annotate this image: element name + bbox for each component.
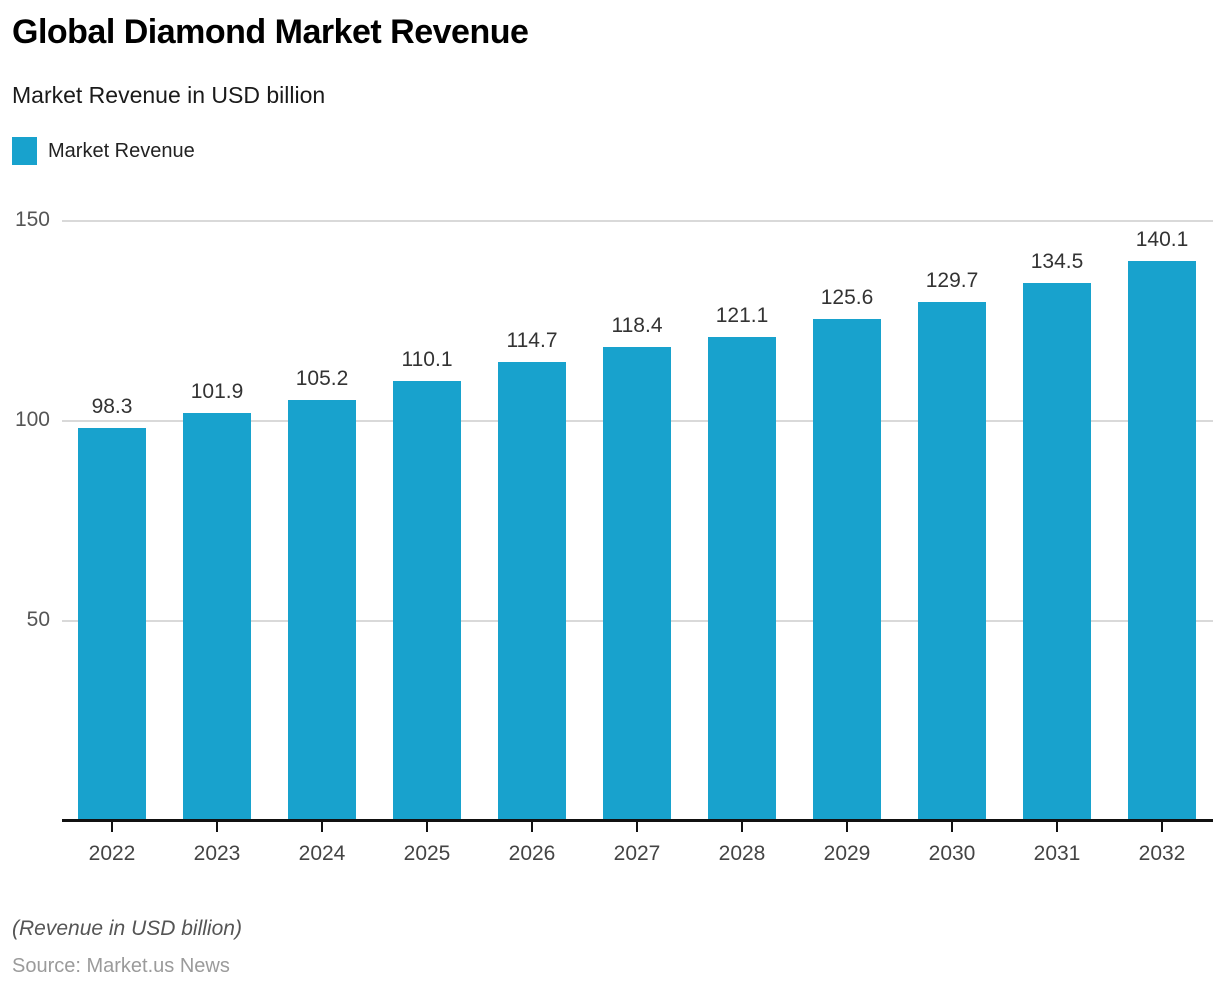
- legend-label: Market Revenue: [48, 139, 195, 162]
- x-axis-label: 2022: [88, 842, 136, 865]
- x-axis-label: 2030: [928, 842, 976, 865]
- bar-value-label: 110.1: [401, 347, 453, 371]
- bar-2027[interactable]: [603, 347, 671, 819]
- x-axis-tick: [636, 822, 638, 832]
- bar-2026[interactable]: [498, 362, 566, 819]
- x-axis-label: 2023: [193, 842, 241, 865]
- x-axis-label: 2025: [403, 842, 451, 865]
- bar-2025[interactable]: [393, 380, 461, 819]
- x-axis-label: 2029: [823, 842, 871, 865]
- x-axis-tick: [111, 822, 113, 832]
- x-axis-tick: [1161, 822, 1163, 832]
- x-axis-label: 2028: [718, 842, 766, 865]
- x-axis-tick: [846, 822, 848, 832]
- x-axis-tick: [321, 822, 323, 832]
- bar-2029[interactable]: [813, 318, 881, 819]
- x-axis-label: 2031: [1033, 842, 1081, 865]
- bar-value-label: 118.4: [611, 314, 663, 338]
- bar-2022[interactable]: [78, 427, 146, 819]
- bar-value-label: 121.1: [715, 303, 769, 327]
- y-axis-tick-label: 100: [14, 408, 50, 431]
- x-axis-line: [62, 819, 1213, 822]
- bar-2028[interactable]: [708, 336, 776, 819]
- x-axis-tick: [216, 822, 218, 832]
- bar-2024[interactable]: [288, 400, 356, 819]
- bar-chart: 50 100 150 98.3 101.9 105.2 110.1 114.7 118.4 121…: [0, 190, 1220, 890]
- bar-value-label: 125.6: [820, 285, 874, 309]
- x-axis-label: 2027: [613, 842, 661, 865]
- chart-footnote: (Revenue in USD billion): [12, 917, 242, 940]
- x-axis-label: 2026: [508, 842, 556, 865]
- y-axis-tick-label: 50: [26, 608, 50, 631]
- bar-2032[interactable]: [1128, 260, 1196, 819]
- bar-value-label: 101.9: [190, 380, 244, 404]
- gridline-150: [62, 220, 1213, 222]
- x-axis-tick: [1056, 822, 1058, 832]
- bar-value-label: 114.7: [506, 329, 558, 353]
- x-axis-tick: [426, 822, 428, 832]
- bar-value-label: 140.1: [1135, 227, 1189, 251]
- bar-value-label: 105.2: [295, 367, 349, 391]
- x-axis-tick: [951, 822, 953, 832]
- bar-2030[interactable]: [918, 302, 986, 819]
- legend-swatch-icon: [12, 137, 37, 165]
- page-title: Global Diamond Market Revenue: [12, 13, 529, 51]
- bar-2023[interactable]: [183, 413, 251, 819]
- bar-value-label: 134.5: [1030, 250, 1084, 273]
- x-axis-tick: [741, 822, 743, 832]
- bar-value-label: 98.3: [91, 394, 133, 418]
- bar-2031[interactable]: [1023, 283, 1091, 819]
- bar-value-label: 129.7: [925, 269, 979, 293]
- x-axis-tick: [531, 822, 533, 832]
- legend: Market Revenue: [12, 137, 195, 165]
- x-axis-label: 2024: [298, 842, 346, 865]
- chart-source: Source: Market.us News: [12, 955, 230, 977]
- y-axis-tick-label: 150: [14, 208, 50, 231]
- chart-subtitle: Market Revenue in USD billion: [12, 82, 326, 108]
- x-axis-label: 2032: [1138, 842, 1186, 865]
